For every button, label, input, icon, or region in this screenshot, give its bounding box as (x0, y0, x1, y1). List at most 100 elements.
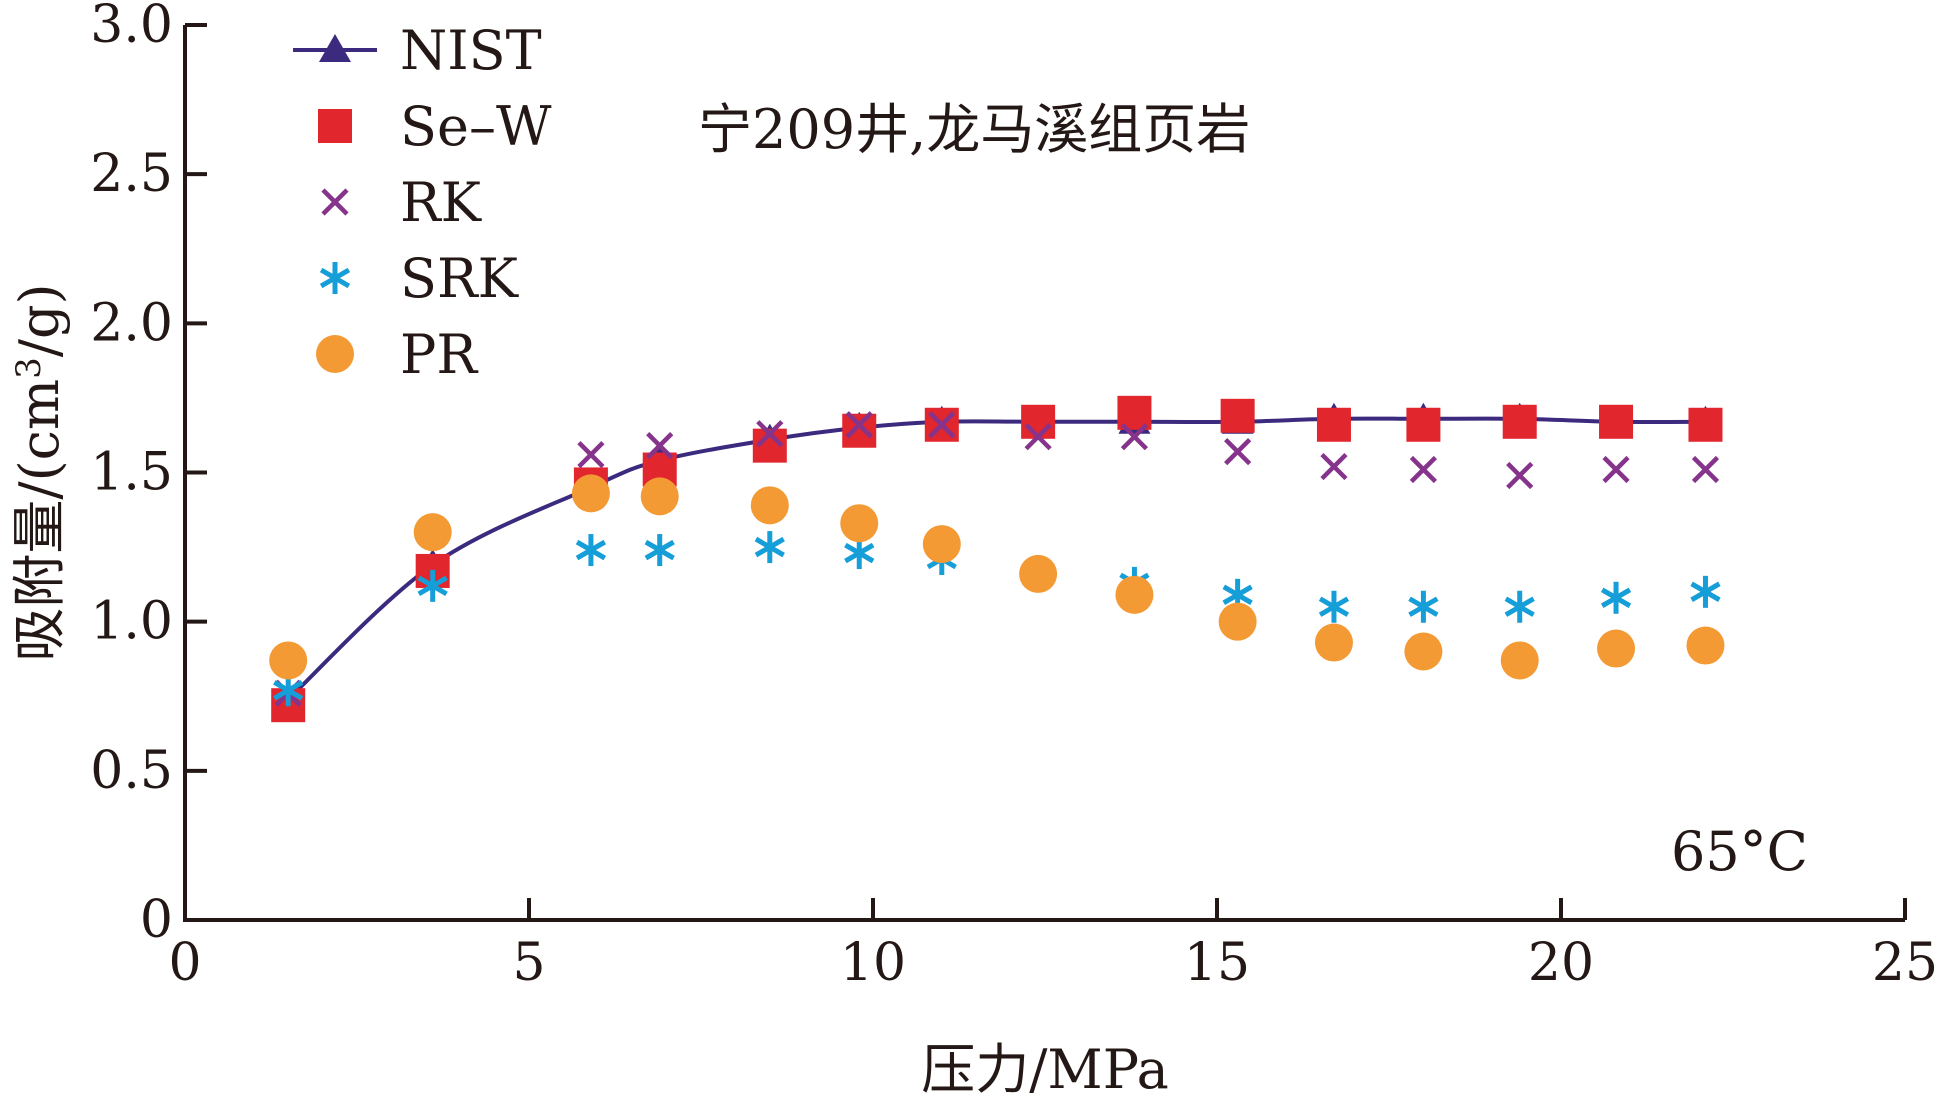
data-point (750, 486, 789, 525)
data-point (269, 641, 308, 680)
y-tick-label: 0 (140, 890, 173, 950)
legend-item: Se–W (318, 95, 552, 158)
data-point (756, 420, 784, 448)
data-point (928, 411, 956, 439)
data-point-stroke (1690, 581, 1721, 602)
legend-marker (319, 262, 351, 294)
x-tick-label: 10 (840, 933, 906, 993)
data-point (640, 477, 679, 516)
legend-marker (316, 335, 354, 373)
data-point-stroke (577, 441, 605, 469)
data-point-stroke (1600, 587, 1632, 608)
data-point (571, 474, 610, 513)
y-axis-title-part: /g) (8, 283, 71, 357)
x-tick-label: 20 (1528, 933, 1594, 993)
legend-marker-stroke (321, 188, 349, 216)
data-point (577, 441, 605, 469)
data-point (842, 413, 877, 448)
data-point-stroke (756, 420, 784, 448)
data-point (1409, 455, 1437, 484)
data-point-stroke (1222, 584, 1253, 605)
data-point-stroke (1408, 596, 1439, 617)
data-point-stroke (928, 411, 956, 439)
data-point (1318, 590, 1350, 623)
data-point (1500, 641, 1539, 680)
data-point-stroke (644, 539, 675, 561)
data-point (1314, 623, 1353, 662)
data-point (1688, 407, 1723, 442)
annotations: 宁209井,龙马溪组页岩 65°C (698, 98, 1808, 883)
data-point (1599, 404, 1634, 439)
data-point (1316, 407, 1351, 442)
legend-label: PR (400, 323, 478, 386)
x-tick-label: 15 (1184, 933, 1250, 993)
data-point (1320, 452, 1348, 481)
data-point (1602, 455, 1630, 484)
data-point (1408, 590, 1439, 623)
y-axis-title-part: 吸附量/(cm (8, 379, 71, 662)
data-point-stroke (1504, 596, 1535, 617)
data-point-stroke (646, 432, 674, 460)
y-tick-label: 1.0 (90, 592, 173, 652)
x-tick-label: 5 (512, 933, 545, 993)
data-point (1502, 404, 1537, 439)
legend-label: Se–W (400, 95, 552, 158)
legend-marker (318, 109, 352, 143)
data-point (922, 525, 961, 564)
data-point-stroke (1318, 596, 1350, 617)
legend-item: PR (316, 323, 478, 386)
x-tick-label: 25 (1872, 933, 1937, 993)
data-point-stroke (845, 411, 873, 439)
data-point-stroke (844, 542, 875, 564)
data-point (844, 537, 875, 570)
data-point (417, 569, 448, 602)
data-point (1600, 581, 1632, 614)
legend-marker (319, 34, 351, 62)
temperature-annotation: 65°C (1671, 820, 1808, 883)
data-point (1506, 461, 1534, 490)
data-point (840, 504, 879, 543)
legend-label: RK (400, 171, 483, 234)
legend-label: SRK (400, 247, 520, 310)
axes: 0 5 10 15 20 25 0 0.5 1.0 1.5 2.0 2.5 3.0 压力/MPa 吸附量/(… (8, 0, 1937, 1100)
data-point (1115, 575, 1154, 614)
y-tick-label: 1.5 (90, 443, 173, 503)
data-point (845, 411, 873, 439)
data-point (1691, 455, 1720, 484)
data-point (1406, 407, 1441, 442)
data-point (644, 534, 675, 567)
data-point-stroke (417, 575, 448, 597)
data-point (1220, 398, 1255, 433)
y-axis-title-part: 3 (9, 357, 49, 379)
series-line (286, 416, 1706, 701)
data-point (1597, 629, 1636, 668)
y-tick-label: 2.5 (90, 144, 173, 204)
series-srk (273, 531, 1721, 707)
legend-marker-stroke (319, 267, 351, 289)
data-point-stroke (1691, 455, 1720, 484)
data-point-stroke (1120, 423, 1149, 451)
x-tick-label: 0 (168, 933, 201, 993)
legend-marker (321, 188, 349, 216)
data-point (646, 432, 674, 460)
data-point-stroke (1602, 455, 1630, 484)
x-axis-title: 压力/MPa (921, 1038, 1169, 1100)
data-point (1021, 404, 1056, 439)
data-point (413, 513, 452, 552)
data-point-stroke (1224, 438, 1252, 466)
data-point (1404, 632, 1443, 671)
data-point-stroke (575, 539, 607, 561)
data-point (1690, 575, 1721, 608)
y-tick-label: 0.5 (90, 741, 173, 801)
data-point-stroke (1506, 461, 1534, 490)
data-point (754, 531, 785, 564)
data-point (1224, 438, 1252, 466)
data-point-stroke (754, 536, 785, 558)
data-point (1504, 590, 1535, 623)
data-point (1024, 423, 1052, 451)
data-point-stroke (1024, 423, 1052, 451)
legend-item: SRK (319, 247, 520, 310)
y-tick-label: 2.0 (90, 293, 173, 353)
